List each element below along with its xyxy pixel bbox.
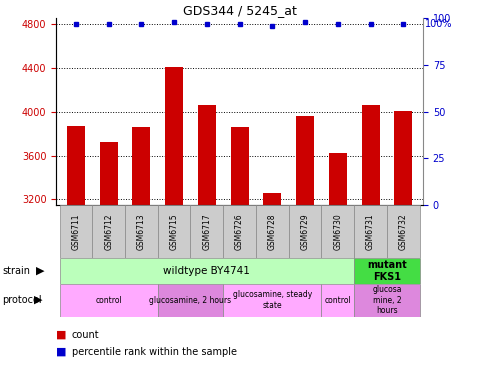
Bar <box>67 126 85 205</box>
Text: protocol: protocol <box>2 295 42 305</box>
Bar <box>223 284 321 317</box>
Bar <box>321 205 353 258</box>
Bar <box>158 284 223 317</box>
Text: glucosa
mine, 2
hours: glucosa mine, 2 hours <box>371 285 401 315</box>
Bar <box>100 142 118 205</box>
Text: control: control <box>324 296 350 305</box>
Bar <box>263 193 281 205</box>
Text: ▶: ▶ <box>34 295 42 305</box>
Text: GSM6715: GSM6715 <box>169 213 178 250</box>
Text: glucosamine, 2 hours: glucosamine, 2 hours <box>149 296 231 305</box>
Bar <box>296 116 313 205</box>
Text: GSM6711: GSM6711 <box>71 213 80 250</box>
Bar <box>60 284 158 317</box>
Bar <box>353 258 419 284</box>
Text: GSM6728: GSM6728 <box>267 213 276 250</box>
Bar <box>321 284 353 317</box>
Text: ▶: ▶ <box>36 266 44 276</box>
Bar <box>165 67 183 205</box>
Bar <box>255 205 288 258</box>
Text: 100%: 100% <box>425 19 452 29</box>
Bar <box>132 127 150 205</box>
Bar <box>190 205 223 258</box>
Text: percentile rank within the sample: percentile rank within the sample <box>72 347 236 357</box>
Bar <box>230 127 248 205</box>
Bar <box>386 205 419 258</box>
Text: control: control <box>95 296 122 305</box>
Text: GSM6717: GSM6717 <box>202 213 211 250</box>
Bar <box>60 258 353 284</box>
Bar <box>353 284 419 317</box>
Bar <box>353 205 386 258</box>
Text: ■: ■ <box>56 347 66 357</box>
Text: GSM6713: GSM6713 <box>137 213 145 250</box>
Text: ■: ■ <box>56 330 66 340</box>
Bar <box>288 205 321 258</box>
Bar <box>198 105 215 205</box>
Bar <box>223 205 255 258</box>
Text: GSM6731: GSM6731 <box>366 213 374 250</box>
Text: count: count <box>72 330 99 340</box>
Bar <box>92 205 125 258</box>
Text: mutant
FKS1: mutant FKS1 <box>366 260 406 282</box>
Bar <box>158 205 190 258</box>
Text: GSM6726: GSM6726 <box>235 213 244 250</box>
Bar <box>125 205 158 258</box>
Text: GSM6712: GSM6712 <box>104 213 113 250</box>
Bar <box>328 153 346 205</box>
Bar <box>361 105 379 205</box>
Text: strain: strain <box>2 266 30 276</box>
Bar <box>393 111 411 205</box>
Text: GSM6730: GSM6730 <box>333 213 342 250</box>
Title: GDS344 / 5245_at: GDS344 / 5245_at <box>183 4 296 17</box>
Text: GSM6729: GSM6729 <box>300 213 309 250</box>
Bar <box>60 205 92 258</box>
Text: wildtype BY4741: wildtype BY4741 <box>163 266 250 276</box>
Text: GSM6732: GSM6732 <box>398 213 407 250</box>
Text: glucosamine, steady
state: glucosamine, steady state <box>232 290 311 310</box>
